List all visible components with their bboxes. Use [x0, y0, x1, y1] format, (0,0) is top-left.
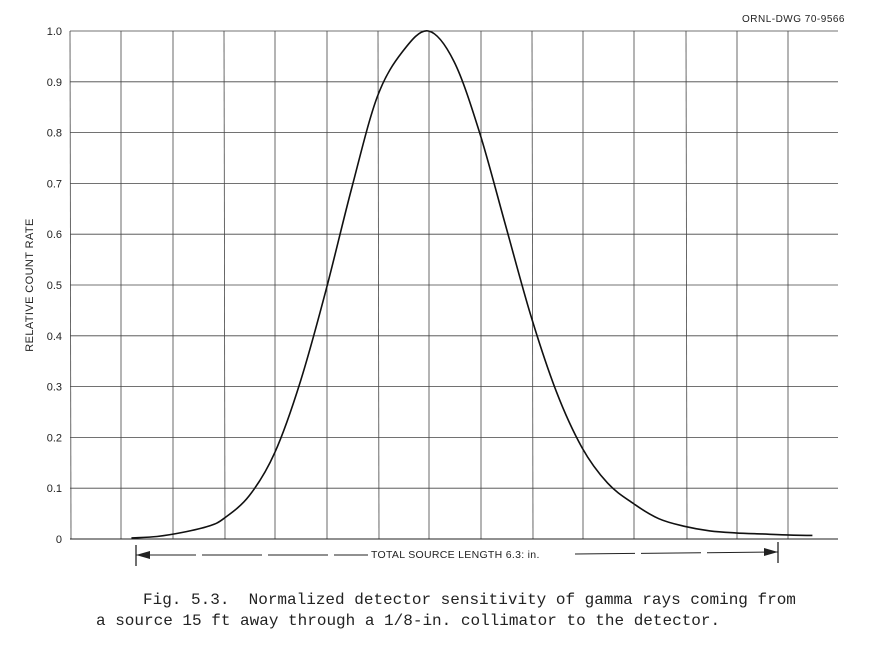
dimension-line-right — [574, 551, 779, 555]
y-tick-label: 0.1 — [47, 483, 62, 495]
dimension-arrow-left — [136, 551, 150, 559]
caption-line-2: a source 15 ft away through a 1/8-in. co… — [96, 612, 721, 630]
figure-caption: Fig. 5.3. Normalized detector sensitivit… — [0, 590, 889, 632]
y-tick-label: 0.2 — [47, 432, 62, 444]
y-axis-label: RELATIVE COUNT RATE — [24, 218, 36, 352]
y-tick-label: 1.0 — [47, 26, 62, 38]
drawing-number: ORNL-DWG 70-9566 — [741, 14, 845, 25]
caption-line-1: Fig. 5.3. Normalized detector sensitivit… — [143, 591, 796, 609]
y-tick-label: 0 — [56, 534, 62, 546]
y-tick-label: 0.6 — [47, 229, 62, 241]
y-tick-label: 0.8 — [47, 128, 62, 140]
horizontal-gridlines — [70, 30, 838, 489]
y-tick-labels: 0 0.1 0.2 0.3 0.4 0.5 0.6 0.7 0.8 0.9 1.0 — [47, 26, 62, 546]
source-length-dimension: TOTAL SOURCE LENGTH 6.3: in. — [135, 542, 779, 566]
sensitivity-curve — [131, 30, 813, 539]
dimension-arrow-right — [764, 548, 778, 556]
y-tick-label: 0.4 — [47, 331, 62, 343]
y-tick-label: 0.7 — [47, 178, 62, 190]
y-tick-label: 0.5 — [47, 280, 62, 292]
y-tick-label: 0.9 — [47, 77, 62, 89]
total-source-length-label: TOTAL SOURCE LENGTH 6.3: in. — [371, 549, 540, 561]
y-tick-label: 0.3 — [47, 382, 62, 394]
